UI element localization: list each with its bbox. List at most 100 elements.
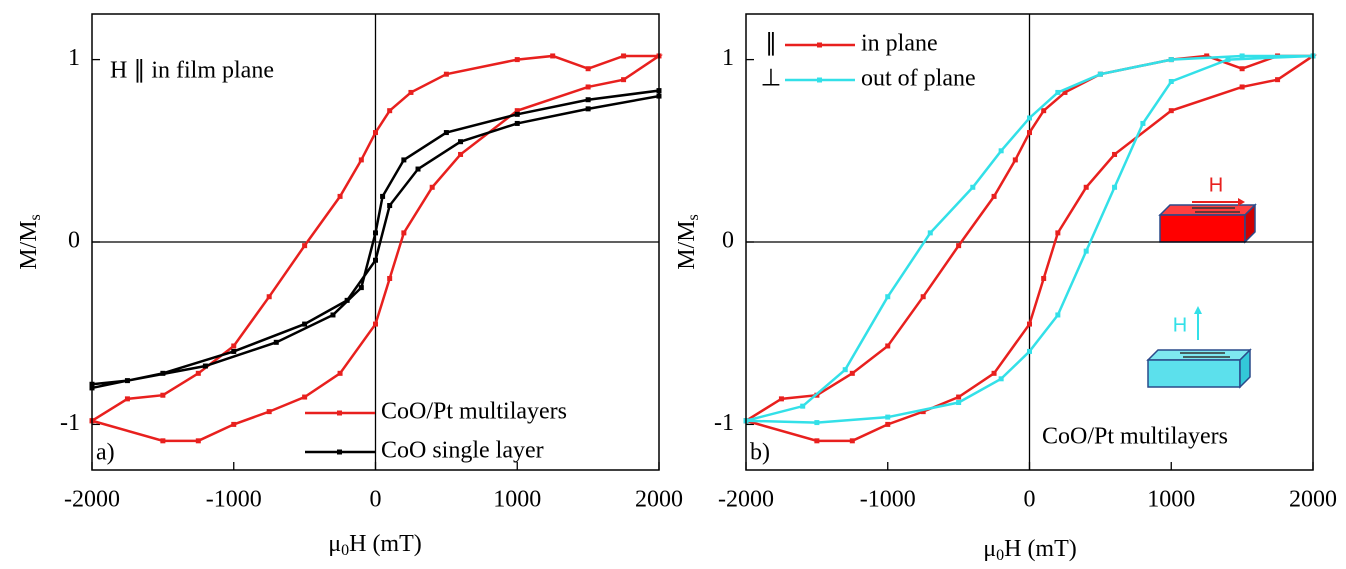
x-label-sub: 0 <box>996 547 1004 564</box>
marker <box>231 343 237 349</box>
marker <box>514 120 520 126</box>
marker <box>1027 130 1032 136</box>
marker <box>1027 115 1032 121</box>
legend-label: out of plane <box>861 66 976 92</box>
marker <box>344 297 350 303</box>
marker <box>514 111 520 117</box>
marker <box>202 363 208 369</box>
y-tick-label: 0 <box>68 228 80 254</box>
marker <box>621 77 627 83</box>
marker <box>1239 66 1245 72</box>
y-tick-label: -1 <box>714 410 734 436</box>
marker <box>124 378 130 384</box>
marker <box>585 106 591 112</box>
marker <box>330 312 336 318</box>
marker <box>1168 57 1174 63</box>
marker <box>1168 78 1174 84</box>
marker <box>814 420 820 426</box>
x-tick-label: 0 <box>1024 487 1036 513</box>
marker <box>1083 248 1089 254</box>
marker <box>231 421 237 427</box>
y-tick-label: 1 <box>722 45 734 71</box>
x-tick-label: 1000 <box>1147 487 1195 513</box>
marker <box>514 57 520 63</box>
marker <box>998 376 1004 382</box>
marker <box>1140 120 1146 126</box>
y-axis-label: M/Ms <box>16 214 44 270</box>
marker <box>458 151 464 157</box>
marker <box>991 193 997 199</box>
marker <box>621 53 627 59</box>
x-label-part: μ <box>328 531 341 557</box>
marker <box>358 157 364 163</box>
plot-frame <box>91 13 660 471</box>
x-tick-label: 2000 <box>635 487 683 513</box>
marker <box>778 396 784 402</box>
y-label-sub: s <box>27 214 44 220</box>
y-tick-label: 0 <box>722 228 734 254</box>
panel-label: b) <box>750 440 770 466</box>
x-tick-label: 1000 <box>493 487 541 513</box>
marker <box>1041 275 1047 281</box>
marker <box>443 71 449 77</box>
legend-label: CoO/Pt multilayers <box>381 399 567 425</box>
y-label-part: M/M <box>674 220 700 269</box>
marker <box>920 409 926 415</box>
marker <box>373 130 378 136</box>
marker <box>885 294 891 300</box>
marker <box>1204 53 1210 59</box>
marker <box>1275 77 1281 83</box>
marker <box>849 370 855 376</box>
inset-label: H <box>1173 314 1187 336</box>
marker <box>842 367 848 373</box>
marker <box>927 230 933 236</box>
marker <box>800 403 806 409</box>
y-tick-label: -1 <box>60 410 80 436</box>
marker <box>231 348 237 354</box>
marker <box>373 230 378 236</box>
x-tick-label: -2000 <box>718 487 774 513</box>
marker <box>1112 184 1118 190</box>
marker <box>337 370 343 376</box>
marker <box>1027 321 1032 327</box>
inset-out-of-plane <box>1146 306 1252 389</box>
marker <box>302 394 308 400</box>
marker <box>387 203 393 209</box>
legend-marker <box>337 410 342 416</box>
marker <box>443 130 449 136</box>
marker <box>970 184 976 190</box>
x-tick-label: -2000 <box>64 487 120 513</box>
marker <box>358 285 364 291</box>
legend-marker <box>337 449 342 455</box>
x-tick-label: -1000 <box>860 487 916 513</box>
annotation: H ∥ in film plane <box>110 58 274 84</box>
marker <box>302 243 308 249</box>
legend-label: in plane <box>861 31 938 57</box>
marker <box>1027 348 1032 354</box>
marker <box>585 97 591 103</box>
marker <box>266 294 272 300</box>
marker <box>266 409 272 415</box>
marker <box>585 84 591 90</box>
marker <box>956 394 962 400</box>
marker <box>387 108 393 114</box>
marker <box>337 193 343 199</box>
legend-marker <box>817 77 822 83</box>
inset-in-plane <box>1158 198 1257 244</box>
marker <box>160 370 166 376</box>
inset-label: H <box>1209 174 1223 196</box>
x-label-part: H (mT) <box>1004 536 1077 562</box>
marker <box>273 339 279 345</box>
y-label-sub: s <box>685 214 702 220</box>
legend-marker <box>817 42 822 48</box>
marker <box>373 321 378 327</box>
y-tick-label: 1 <box>68 45 80 71</box>
annotation: CoO/Pt multilayers <box>1042 424 1228 450</box>
plot-frame <box>745 13 1314 471</box>
legend-symbol: ∥ <box>765 31 777 57</box>
marker <box>458 139 464 145</box>
marker <box>1097 71 1103 77</box>
marker <box>387 275 393 281</box>
marker <box>195 370 201 376</box>
